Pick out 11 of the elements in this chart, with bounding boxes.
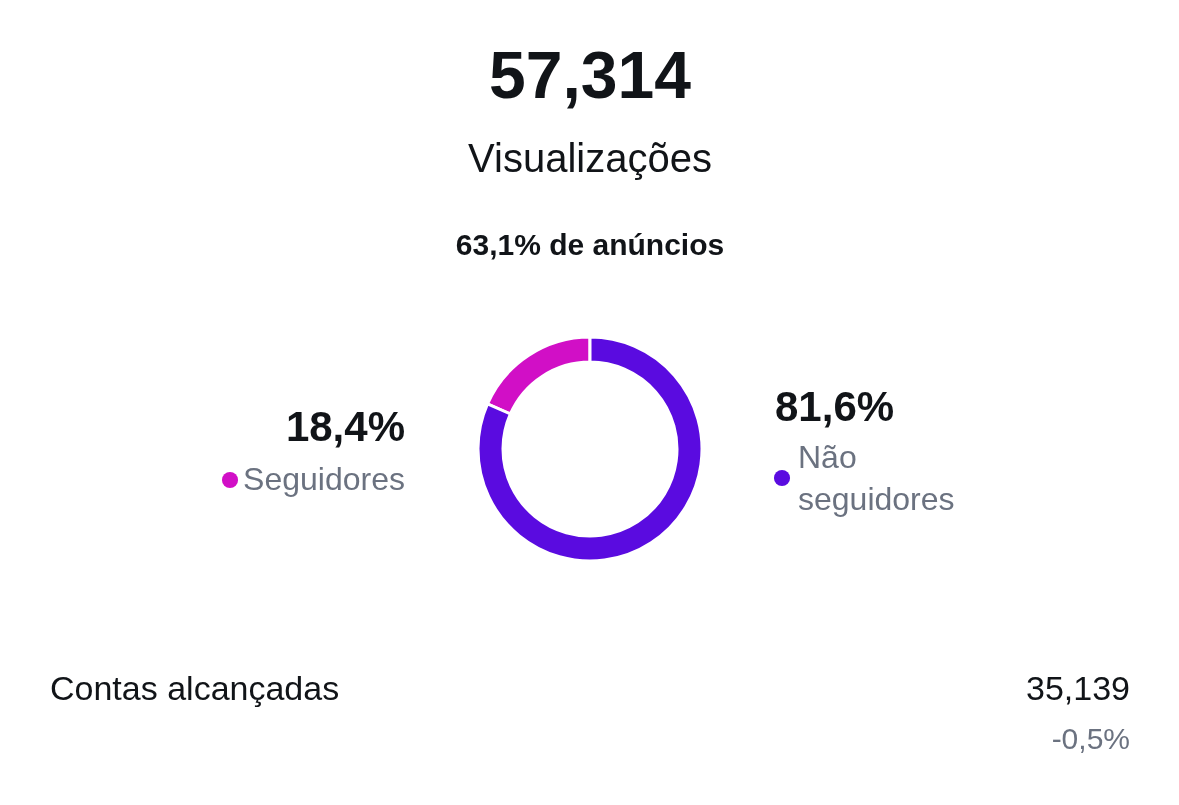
text: 35,139 bbox=[1026, 669, 1130, 707]
legend-label: Seguidores bbox=[243, 461, 405, 497]
text: -0,5% bbox=[1051, 722, 1130, 755]
data-label: 18,4% bbox=[285, 403, 405, 450]
text: Contas alcançadas bbox=[50, 669, 340, 707]
chart-title: 57,314 bbox=[489, 38, 692, 112]
legend-label: Não seguidores bbox=[798, 439, 955, 517]
data-label: 81,6% bbox=[775, 383, 895, 430]
chart-subtitle: Visualizações bbox=[468, 136, 712, 180]
text: 63,1% de anúncios bbox=[455, 228, 725, 261]
donut-slice bbox=[476, 335, 704, 563]
